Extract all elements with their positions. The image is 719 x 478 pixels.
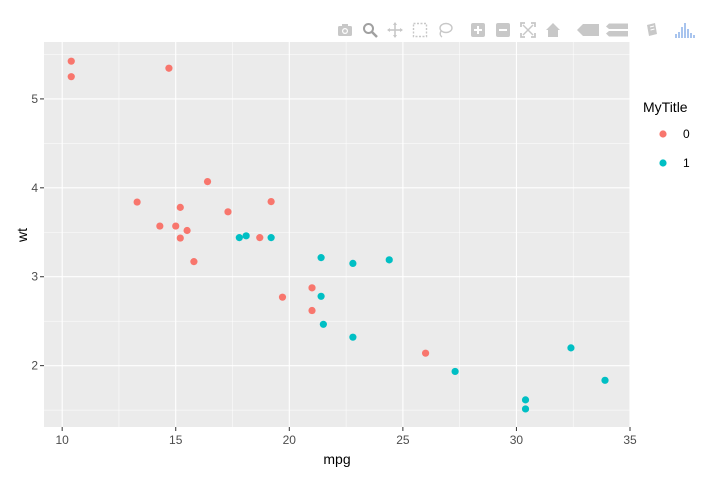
grid-minor [44,42,630,427]
legend-key-1[interactable] [659,159,667,167]
reset-axes-button[interactable] [542,19,564,41]
zoom-in-icon [471,23,485,37]
zoom-icon [363,23,378,38]
data-point-series-0[interactable] [256,234,264,242]
data-point-series-0[interactable] [278,293,287,301]
reset-axes-icon [546,23,560,37]
data-point-series-1[interactable] [601,376,609,384]
camera-button[interactable] [334,19,356,41]
zoom-out-button[interactable] [492,19,514,41]
y-tick-label: 3 [31,270,38,284]
data-point-series-1[interactable] [451,367,459,376]
y-tick-label: 4 [31,181,38,195]
hover-closest-button[interactable] [575,19,601,41]
legend: MyTitle 01 [643,99,690,170]
data-point-series-0[interactable] [156,222,164,230]
modebar [334,19,699,41]
data-point-series-0[interactable] [67,73,75,81]
data-point-series-1[interactable] [267,234,275,242]
data-point-series-0[interactable] [190,258,198,266]
hover-compare-icon [606,23,628,37]
zoom-button[interactable] [359,19,381,41]
hover-compare-button[interactable] [604,19,630,41]
box-select-button[interactable] [409,19,431,41]
pan-icon [387,22,403,38]
y-tick-label: 5 [31,92,38,106]
x-axis-title: mpg [323,451,350,467]
grid-major [44,42,631,427]
data-point-series-0[interactable] [133,198,141,206]
data-point-series-1[interactable] [385,256,393,264]
box-select-icon [412,22,428,38]
data-point-series-1[interactable] [521,396,530,404]
lasso-select-button[interactable] [434,19,456,41]
data-point-series-0[interactable] [176,203,184,211]
data-point-series-1[interactable] [319,320,327,328]
plotly-logo-link[interactable] [674,19,696,41]
x-tick-label: 30 [510,433,524,447]
data-point-series-0[interactable] [203,177,212,186]
data-point-series-0[interactable] [165,64,173,72]
data-point-series-0[interactable] [267,198,275,206]
autoscale-icon [520,22,536,38]
lasso-select-icon [439,22,453,38]
y-axis-title: wt [14,228,30,243]
x-tick-label: 10 [55,433,69,447]
data-point-series-0[interactable] [176,234,184,242]
data-points[interactable] [67,57,609,413]
plotly-logo-icon [675,23,695,38]
legend-title: MyTitle [643,99,688,115]
data-point-series-0[interactable] [308,306,316,315]
data-point-series-1[interactable] [317,292,325,300]
toggle-spikelines-icon [647,23,657,36]
x-axis-ticks: 10 15 20 25 30 35 [55,427,637,447]
plot-panel [44,42,630,427]
data-point-series-1[interactable] [349,333,357,341]
y-axis-ticks: 2 3 4 5 [31,92,44,373]
y-tick-label: 2 [31,359,38,373]
x-tick-label: 25 [396,433,410,447]
data-point-series-1[interactable] [567,344,575,352]
data-point-series-0[interactable] [421,349,430,357]
x-tick-label: 15 [169,433,183,447]
legend-label-0[interactable]: 0 [683,127,690,141]
data-point-series-1[interactable] [242,232,250,240]
autoscale-button[interactable] [517,19,539,41]
hover-closest-icon [577,24,599,36]
x-tick-label: 35 [623,433,637,447]
data-point-series-1[interactable] [317,254,325,262]
toggle-spikelines-button[interactable] [641,19,663,41]
data-point-series-1[interactable] [349,259,357,267]
data-point-series-1[interactable] [521,405,530,413]
data-point-series-0[interactable] [67,57,75,65]
x-tick-label: 20 [283,433,297,447]
data-point-series-0[interactable] [183,226,191,235]
pan-button[interactable] [384,19,406,41]
data-point-series-0[interactable] [224,208,232,216]
zoom-in-button[interactable] [467,19,489,41]
data-point-series-0[interactable] [308,284,316,292]
legend-label-1[interactable]: 1 [683,156,690,170]
zoom-out-icon [496,23,510,37]
legend-key-0[interactable] [659,130,667,138]
legend-items[interactable]: 01 [659,127,690,170]
data-point-series-0[interactable] [172,222,180,230]
data-point-series-1[interactable] [235,234,243,242]
camera-icon [338,24,352,36]
